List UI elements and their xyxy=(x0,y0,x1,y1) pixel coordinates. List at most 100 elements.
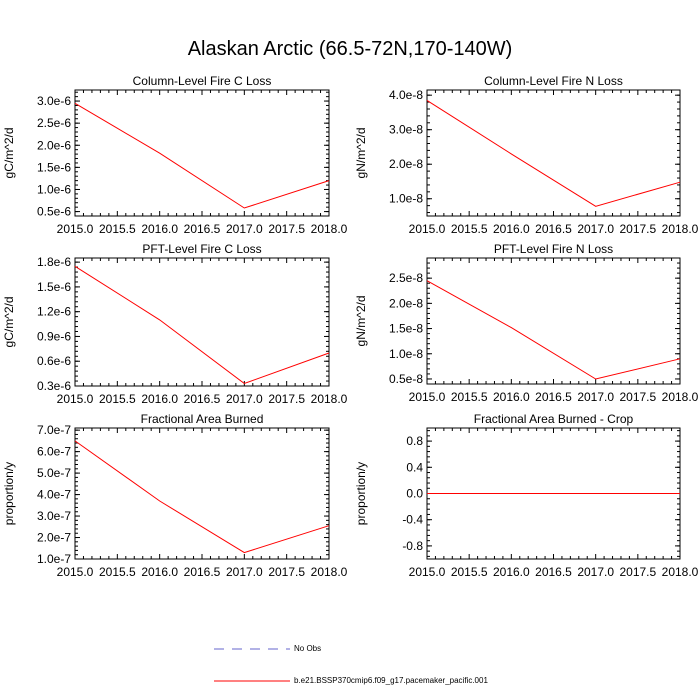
y-tick-label: 2.0e-8 xyxy=(389,157,423,171)
page-title: Alaskan Arctic (66.5-72N,170-140W) xyxy=(187,38,513,60)
x-tick-label: 2017.0 xyxy=(226,222,263,236)
x-tick-label: 2016.0 xyxy=(493,565,530,579)
y-tick-label: 0.0 xyxy=(406,487,423,501)
y-axis-label: gC/m^2/d xyxy=(2,128,16,179)
x-tick-label: 2016.0 xyxy=(493,390,530,404)
x-tick-label: 2017.0 xyxy=(226,392,263,406)
y-tick-label: 4.0e-7 xyxy=(37,488,71,502)
x-tick-label: 2017.0 xyxy=(577,222,614,236)
x-tick-label: 2015.5 xyxy=(451,565,488,579)
x-tick-label: 2015.5 xyxy=(451,390,488,404)
y-tick-label: 0.5e-6 xyxy=(37,205,71,219)
x-tick-label: 2016.5 xyxy=(184,222,221,236)
x-tick-label: 2018.0 xyxy=(662,222,699,236)
y-tick-label: -0.8 xyxy=(402,539,423,553)
y-tick-label: 1.0e-8 xyxy=(389,347,423,361)
chart-panel-4: 2015.0 2015.5 2016.0 2016.5 2017.0 2017.5 2018… xyxy=(354,242,699,404)
plot-frame xyxy=(426,89,681,217)
x-tick-label: 2015.0 xyxy=(409,390,446,404)
x-tick-label: 2017.5 xyxy=(619,390,656,404)
y-tick-label: -0.4 xyxy=(402,513,423,527)
y-tick-label: 0.4 xyxy=(406,460,423,474)
y-tick-label: 5.0e-7 xyxy=(37,466,71,480)
y-axis-label: proportion/y xyxy=(2,462,16,525)
y-tick-label: 2.0e-8 xyxy=(389,296,423,310)
y-tick-label: 2.0e-7 xyxy=(37,531,71,545)
x-tick-label: 2015.0 xyxy=(57,392,94,406)
x-tick-label: 2016.0 xyxy=(141,392,178,406)
x-tick-label: 2017.5 xyxy=(619,222,656,236)
x-tick-label: 2016.0 xyxy=(141,565,178,579)
x-tick-label: 2018.0 xyxy=(311,392,348,406)
x-tick-label: 2018.0 xyxy=(662,565,699,579)
x-tick-label: 2015.5 xyxy=(99,565,136,579)
y-tick-label: 0.6e-6 xyxy=(37,354,71,368)
x-tick-label: 2016.0 xyxy=(493,222,530,236)
chart-panel-3: 2015.0 2015.5 2016.0 2016.5 2017.0 2017.5 2018… xyxy=(2,242,348,406)
y-axis-label: proportion/y xyxy=(354,462,368,525)
x-tick-label: 2015.0 xyxy=(409,565,446,579)
x-tick-label: 2015.0 xyxy=(409,222,446,236)
y-axis-label: gN/m^2/d xyxy=(354,128,368,179)
y-tick-label: 3.0e-6 xyxy=(37,94,71,108)
y-tick-label: 3.0e-8 xyxy=(389,123,423,137)
x-tick-label: 2015.5 xyxy=(99,392,136,406)
chart-panel-1: 2015.0 2015.5 2016.0 2016.5 2017.0 2017.5 2018… xyxy=(2,74,348,236)
x-tick-label: 2018.0 xyxy=(311,565,348,579)
y-tick-label: 6.0e-7 xyxy=(37,445,71,459)
panel-title: Fractional Area Burned - Crop xyxy=(474,412,634,426)
series-line xyxy=(74,440,330,554)
panel-title: Fractional Area Burned xyxy=(141,412,264,426)
series-line xyxy=(74,265,330,385)
x-tick-label: 2016.5 xyxy=(184,392,221,406)
series-line xyxy=(74,102,330,209)
x-tick-label: 2017.5 xyxy=(619,565,656,579)
series-line xyxy=(426,280,681,380)
x-tick-label: 2016.5 xyxy=(535,390,572,404)
panel-title: PFT-Level Fire N Loss xyxy=(494,242,613,256)
y-axis-label: gN/m^2/d xyxy=(354,296,368,347)
y-tick-label: 4.0e-8 xyxy=(389,88,423,102)
y-tick-label: 2.0e-6 xyxy=(37,138,71,152)
x-tick-label: 2016.5 xyxy=(184,565,221,579)
y-tick-label: 0.5e-8 xyxy=(389,372,423,386)
y-tick-label: 2.5e-8 xyxy=(389,271,423,285)
y-tick-label: 1.0e-8 xyxy=(389,192,423,206)
plot-frame xyxy=(74,427,330,560)
y-tick-label: 1.2e-6 xyxy=(37,305,71,319)
y-tick-label: 1.5e-6 xyxy=(37,280,71,294)
plot-frame xyxy=(74,89,330,217)
panel-title: Column-Level Fire N Loss xyxy=(484,74,623,88)
y-tick-label: 1.5e-6 xyxy=(37,160,71,174)
x-tick-label: 2017.0 xyxy=(577,390,614,404)
y-tick-label: 1.5e-8 xyxy=(389,322,423,336)
y-tick-label: 1.0e-7 xyxy=(37,552,71,566)
x-tick-label: 2015.5 xyxy=(451,222,488,236)
y-tick-label: 2.5e-6 xyxy=(37,116,71,130)
x-tick-label: 2017.0 xyxy=(577,565,614,579)
x-tick-label: 2016.5 xyxy=(535,565,572,579)
x-tick-label: 2017.0 xyxy=(226,565,263,579)
x-tick-label: 2016.5 xyxy=(535,222,572,236)
chart-panel-6: 2015.0 2015.5 2016.0 2016.5 2017.0 2017.5 2018… xyxy=(354,412,699,579)
y-tick-label: 1.8e-6 xyxy=(37,255,71,269)
x-tick-label: 2015.5 xyxy=(99,222,136,236)
x-tick-label: 2015.0 xyxy=(57,222,94,236)
y-tick-label: 3.0e-7 xyxy=(37,509,71,523)
y-tick-label: 7.0e-7 xyxy=(37,423,71,437)
series-line xyxy=(426,99,681,207)
y-tick-label: 0.3e-6 xyxy=(37,379,71,393)
x-tick-label: 2018.0 xyxy=(662,390,699,404)
chart-panel-5: 2015.0 2015.5 2016.0 2016.5 2017.0 2017.5 2018… xyxy=(2,412,348,579)
x-tick-label: 2017.5 xyxy=(268,392,305,406)
y-tick-label: 0.8 xyxy=(406,434,423,448)
x-tick-label: 2017.5 xyxy=(268,222,305,236)
y-axis-label: gC/m^2/d xyxy=(2,297,16,348)
plot-frame xyxy=(426,257,681,385)
panel-title: PFT-Level Fire C Loss xyxy=(142,242,261,256)
x-tick-label: 2015.0 xyxy=(57,565,94,579)
y-tick-label: 1.0e-6 xyxy=(37,182,71,196)
panel-title: Column-Level Fire C Loss xyxy=(133,74,272,88)
chart-panel-2: 2015.0 2015.5 2016.0 2016.5 2017.0 2017.5 2018… xyxy=(354,74,699,236)
